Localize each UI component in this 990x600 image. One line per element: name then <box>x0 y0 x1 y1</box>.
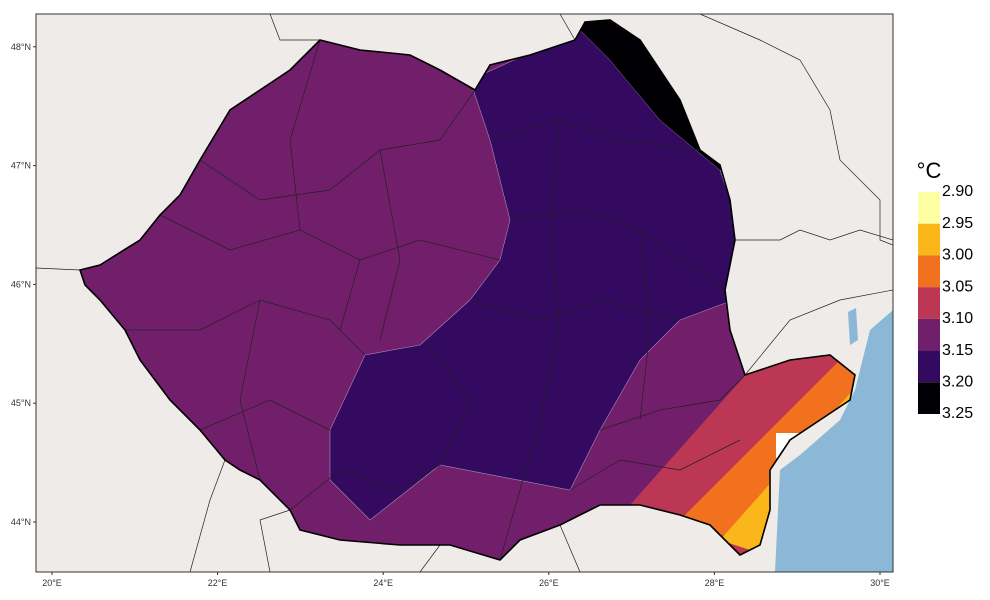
colorbar-label: 3.25 <box>942 405 973 422</box>
x-tick-label: 20°E <box>42 578 62 588</box>
neighbor-borders <box>36 14 893 572</box>
colorbar-label: 3.10 <box>942 310 973 327</box>
x-tick-label: 26°E <box>539 578 559 588</box>
colorbar-bin <box>918 318 940 351</box>
colorbar-bin <box>918 255 940 288</box>
x-tick-label: 22°E <box>208 578 228 588</box>
colorbar-label: 2.90 <box>942 183 973 200</box>
colorbar-label: 3.20 <box>942 374 973 391</box>
map-frame <box>35 13 894 573</box>
colorbar-label: 3.05 <box>942 278 973 295</box>
y-tick-label: 46°N <box>11 279 31 289</box>
colorbar-bin <box>918 350 940 383</box>
colorbar-label: 3.15 <box>942 342 973 359</box>
x-tick-label: 30°E <box>870 578 890 588</box>
sea <box>775 310 893 572</box>
colorbar-bin <box>918 223 940 256</box>
y-tick-label: 44°N <box>11 517 31 527</box>
y-tick-label: 47°N <box>11 161 31 171</box>
x-tick-label: 28°E <box>705 578 725 588</box>
colorbar-unit: °C <box>917 158 942 183</box>
lake <box>848 308 858 345</box>
colorbar-bin <box>918 192 940 224</box>
colorbar-bin <box>918 382 940 414</box>
x-tick-label: 24°E <box>373 578 393 588</box>
y-tick-label: 45°N <box>11 398 31 408</box>
colorbar-bin <box>918 287 940 319</box>
colorbar-label: 3.00 <box>942 247 973 264</box>
colorbar-label: 2.95 <box>942 215 973 232</box>
y-tick-label: 48°N <box>11 42 31 52</box>
